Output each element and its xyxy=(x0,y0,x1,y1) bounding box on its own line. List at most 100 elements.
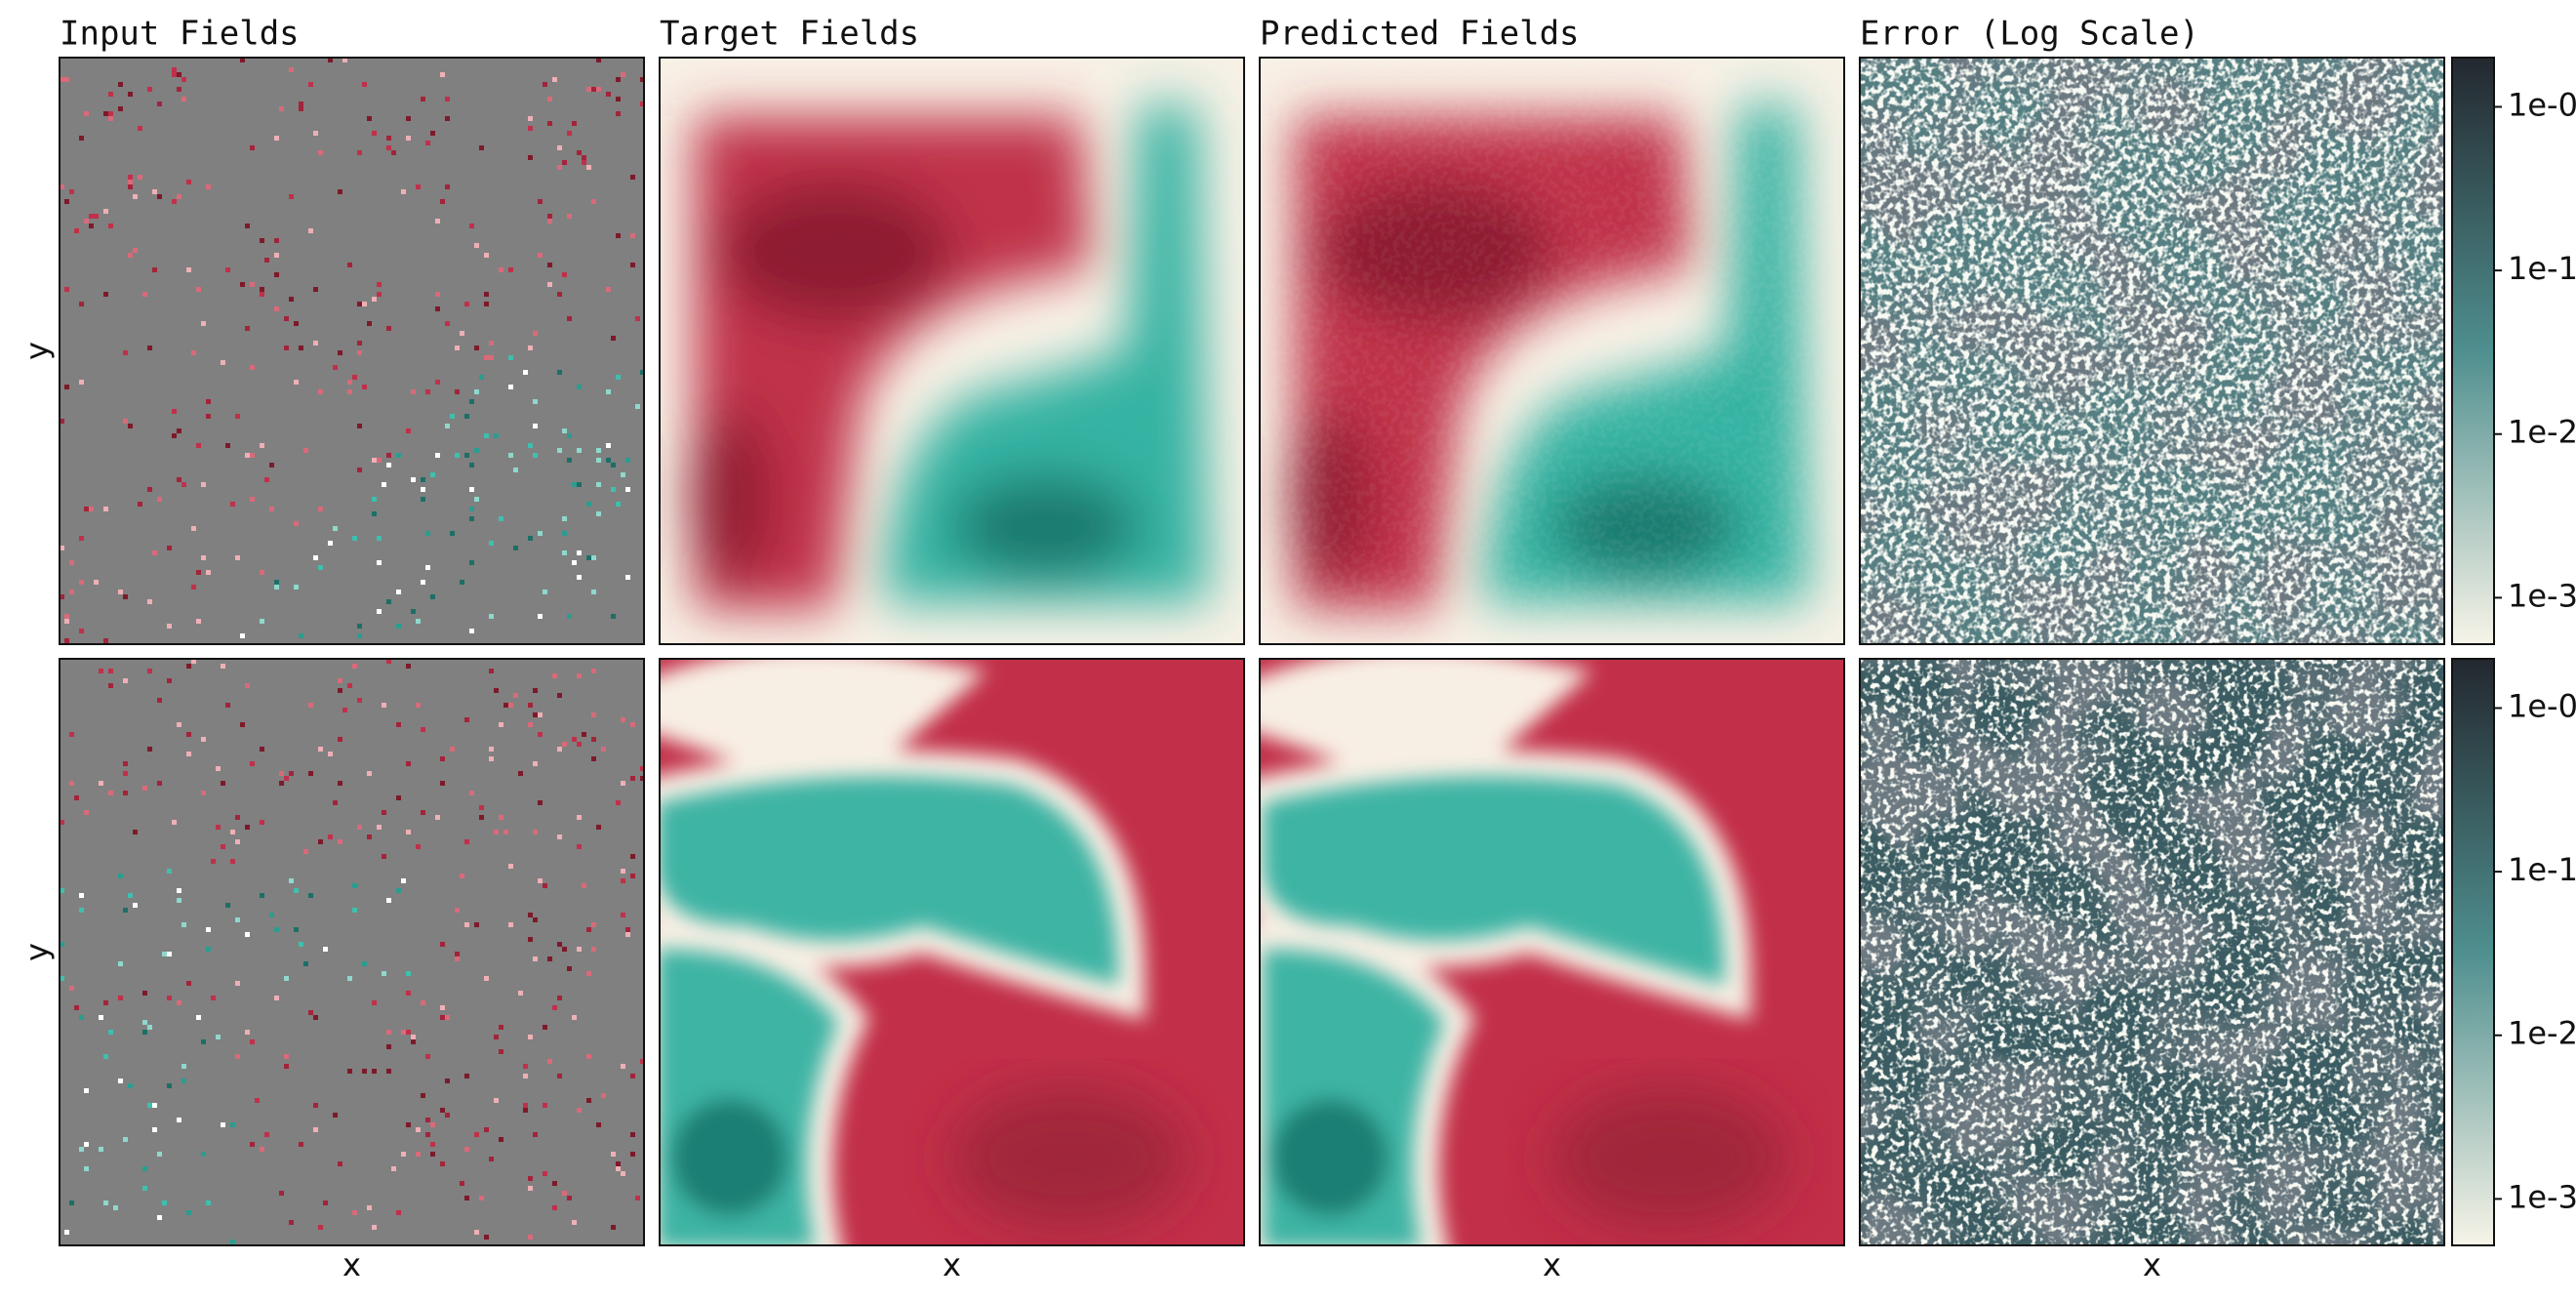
sample-point xyxy=(181,922,186,927)
sample-point xyxy=(260,292,264,297)
sample-point xyxy=(562,516,567,521)
colorbar-tick-label: 1e-2 xyxy=(2508,414,2576,451)
sample-point xyxy=(186,664,191,669)
sample-point xyxy=(538,878,543,883)
sample-point xyxy=(357,302,362,306)
sample-point xyxy=(235,839,240,844)
sample-point xyxy=(455,908,460,913)
sample-point xyxy=(562,947,567,952)
sample-point xyxy=(396,453,401,458)
sample-point xyxy=(318,389,323,394)
sample-point xyxy=(430,472,435,477)
panel xyxy=(660,58,1244,644)
sample-point xyxy=(313,1103,318,1108)
sample-point xyxy=(260,1147,264,1152)
sample-point xyxy=(289,67,294,72)
sample-point xyxy=(611,487,616,492)
sample-point xyxy=(99,1147,103,1152)
sample-point xyxy=(142,1020,147,1025)
sample-point xyxy=(640,370,644,375)
panel-frame xyxy=(1259,658,1845,1246)
sample-point xyxy=(440,1108,445,1113)
sample-point xyxy=(206,414,211,419)
cream-area xyxy=(1260,659,1593,798)
sample-point xyxy=(625,575,630,580)
sample-point xyxy=(440,199,445,204)
sample-point xyxy=(499,722,503,727)
sample-point xyxy=(557,165,562,170)
sample-point xyxy=(264,477,269,482)
sample-point xyxy=(474,389,479,394)
sample-point xyxy=(299,346,303,350)
sample-point xyxy=(274,585,279,590)
sample-point xyxy=(401,1152,406,1157)
sample-point xyxy=(245,825,250,830)
sample-point xyxy=(196,287,201,292)
sample-point xyxy=(372,297,377,302)
sample-point xyxy=(469,516,474,521)
sample-point xyxy=(435,380,440,385)
sample-point xyxy=(567,966,572,971)
sample-point xyxy=(577,815,582,820)
sample-point xyxy=(474,243,479,248)
sample-point xyxy=(425,389,430,394)
sample-point xyxy=(508,864,513,869)
sample-point xyxy=(577,673,582,678)
sample-point xyxy=(528,1035,533,1039)
sample-point xyxy=(264,1132,269,1137)
sample-point xyxy=(528,126,533,131)
sample-point xyxy=(494,1098,499,1103)
sample-point xyxy=(362,1069,367,1074)
sample-point xyxy=(347,380,352,385)
sample-point xyxy=(352,1210,357,1215)
sample-point xyxy=(64,77,69,82)
sample-point xyxy=(396,795,401,800)
sample-point xyxy=(489,341,494,346)
noise xyxy=(1260,58,1844,644)
sample-point xyxy=(79,580,84,585)
sample-point xyxy=(528,116,533,121)
sample-point xyxy=(245,453,250,458)
sample-point xyxy=(440,1005,445,1010)
sample-point xyxy=(338,350,342,355)
sample-point xyxy=(284,776,289,781)
sample-point xyxy=(377,560,382,565)
sample-point xyxy=(591,590,596,594)
sample-point xyxy=(469,224,474,228)
sample-point xyxy=(528,722,533,727)
sample-point xyxy=(445,1113,450,1118)
sample-point xyxy=(230,1240,235,1244)
sample-point xyxy=(186,267,191,272)
sample-point xyxy=(523,1108,528,1113)
x-axis-label: x xyxy=(943,1246,961,1283)
sample-point xyxy=(313,341,318,346)
sample-point xyxy=(294,380,299,385)
sample-point xyxy=(99,669,103,673)
sample-point xyxy=(411,477,416,482)
sample-point xyxy=(640,766,644,771)
sample-point xyxy=(425,141,430,145)
sample-point xyxy=(445,321,450,326)
sample-point xyxy=(177,888,181,893)
sample-point xyxy=(386,463,391,468)
sample-point xyxy=(464,839,469,844)
sample-point xyxy=(118,874,123,878)
sample-point xyxy=(528,155,533,160)
sample-point xyxy=(162,952,167,956)
sample-point xyxy=(489,614,494,619)
sample-point xyxy=(333,365,338,370)
field-blobs xyxy=(688,104,1210,609)
sample-point xyxy=(352,664,357,669)
sample-point xyxy=(533,399,538,404)
sample-point xyxy=(552,1181,557,1186)
colorbar-tick-label: 1e-0 xyxy=(2508,86,2576,123)
sample-point xyxy=(440,781,445,786)
sample-point xyxy=(528,937,533,942)
sample-point xyxy=(440,942,445,947)
sample-point xyxy=(177,898,181,903)
sample-point xyxy=(118,961,123,966)
sample-point xyxy=(586,971,591,976)
sample-point xyxy=(425,1054,430,1059)
sample-point xyxy=(225,443,230,448)
sample-point xyxy=(528,1235,533,1240)
